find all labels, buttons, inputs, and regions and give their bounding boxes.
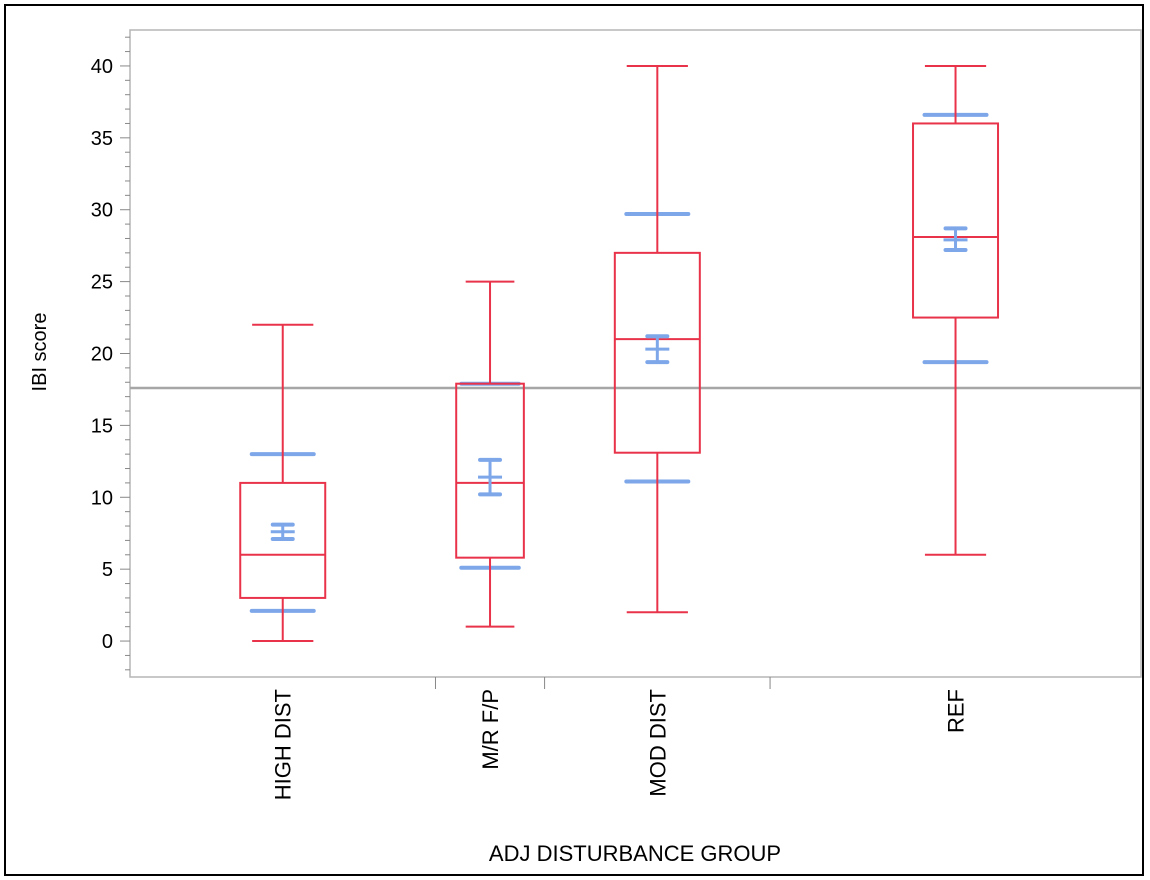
iqr-box xyxy=(455,382,525,559)
y-tick-label: 25 xyxy=(91,272,113,294)
box-plot-chart: 0 5 10 15 20 25 30 35 40 HIGH DIST M/R F/P MOD DIS… xyxy=(29,29,1142,866)
box-group xyxy=(455,280,525,628)
y-tick-label: 5 xyxy=(102,559,113,581)
chart-frame: 0 5 10 15 20 25 30 35 40 HIGH DIST M/R F/P MOD DIS… xyxy=(4,4,1144,876)
x-tick-label: REF xyxy=(944,689,969,733)
y-tick-label: 0 xyxy=(102,631,113,653)
box-marks xyxy=(239,64,1000,643)
iqr-box xyxy=(613,251,701,454)
y-tick-label: 30 xyxy=(91,200,113,222)
y-tick-label: 40 xyxy=(91,56,113,78)
box-group xyxy=(239,323,327,643)
x-axis-label: ADJ DISTURBANCE GROUP xyxy=(489,841,781,866)
y-tick-label: 35 xyxy=(91,128,113,150)
iqr-box xyxy=(239,481,327,599)
y-tick-label: 15 xyxy=(91,415,113,437)
x-tick-label: M/R F/P xyxy=(478,689,503,770)
x-axis: HIGH DIST M/R F/P MOD DIST REF xyxy=(271,677,969,800)
plot-area xyxy=(129,29,1142,678)
x-tick-label: HIGH DIST xyxy=(271,689,296,800)
box-group xyxy=(912,64,1000,556)
y-tick-label: 20 xyxy=(91,344,113,366)
y-tick-label: 10 xyxy=(91,487,113,509)
x-tick-label: MOD DIST xyxy=(645,689,670,797)
y-axis: 0 5 10 15 20 25 30 35 40 xyxy=(91,36,130,671)
box-group xyxy=(613,64,701,614)
y-axis-label: IBI score xyxy=(29,313,51,392)
iqr-box xyxy=(912,122,1000,319)
